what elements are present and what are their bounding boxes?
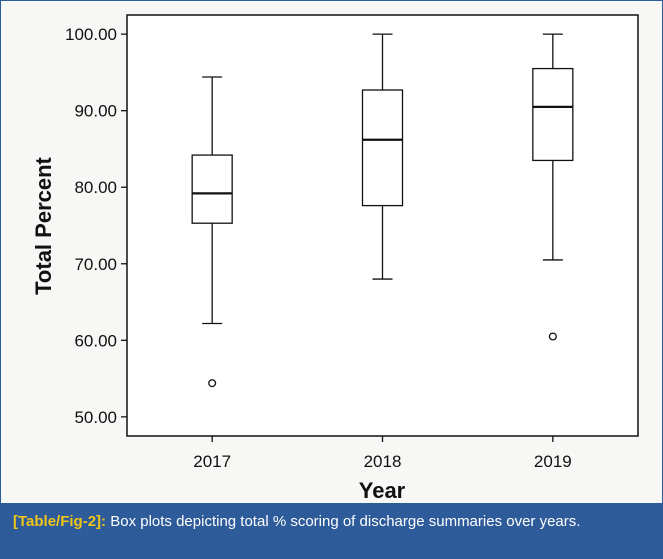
figure-caption: [Table/Fig-2]: Box plots depicting total…: [1, 503, 662, 558]
y-tick-label: 100.00: [65, 25, 117, 44]
y-tick-label: 50.00: [74, 408, 117, 427]
x-tick-label: 2019: [534, 452, 572, 471]
y-axis-ticks: 50.00 60.00 70.00 80.00 90.00 100.00: [65, 25, 127, 427]
boxes: [191, 33, 574, 388]
caption-text: Box plots depicting total % scoring of d…: [110, 513, 581, 530]
box-2017: [191, 76, 233, 388]
y-tick-label: 90.00: [74, 102, 117, 121]
x-axis-ticks: 2017 2018 2019: [193, 436, 572, 471]
iqr-box: [532, 67, 574, 162]
x-axis-title: Year: [359, 478, 406, 503]
x-tick-label: 2017: [193, 452, 231, 471]
y-tick-label: 60.00: [74, 331, 117, 350]
outlier-point: [548, 332, 557, 341]
iqr-box: [191, 154, 233, 224]
outlier-point: [208, 379, 217, 388]
iqr-box: [361, 89, 404, 207]
x-tick-label: 2018: [364, 452, 402, 471]
y-tick-label: 80.00: [74, 178, 117, 197]
box-plot-chart: 50.00 60.00 70.00 80.00 90.00 100.00 2017 2018…: [31, 14, 639, 503]
box-2018: [361, 33, 404, 280]
y-axis-title: Total Percent: [31, 156, 56, 294]
caption-label: [Table/Fig-2]:: [13, 513, 107, 530]
box-2019: [532, 33, 574, 341]
y-tick-label: 70.00: [74, 255, 117, 274]
